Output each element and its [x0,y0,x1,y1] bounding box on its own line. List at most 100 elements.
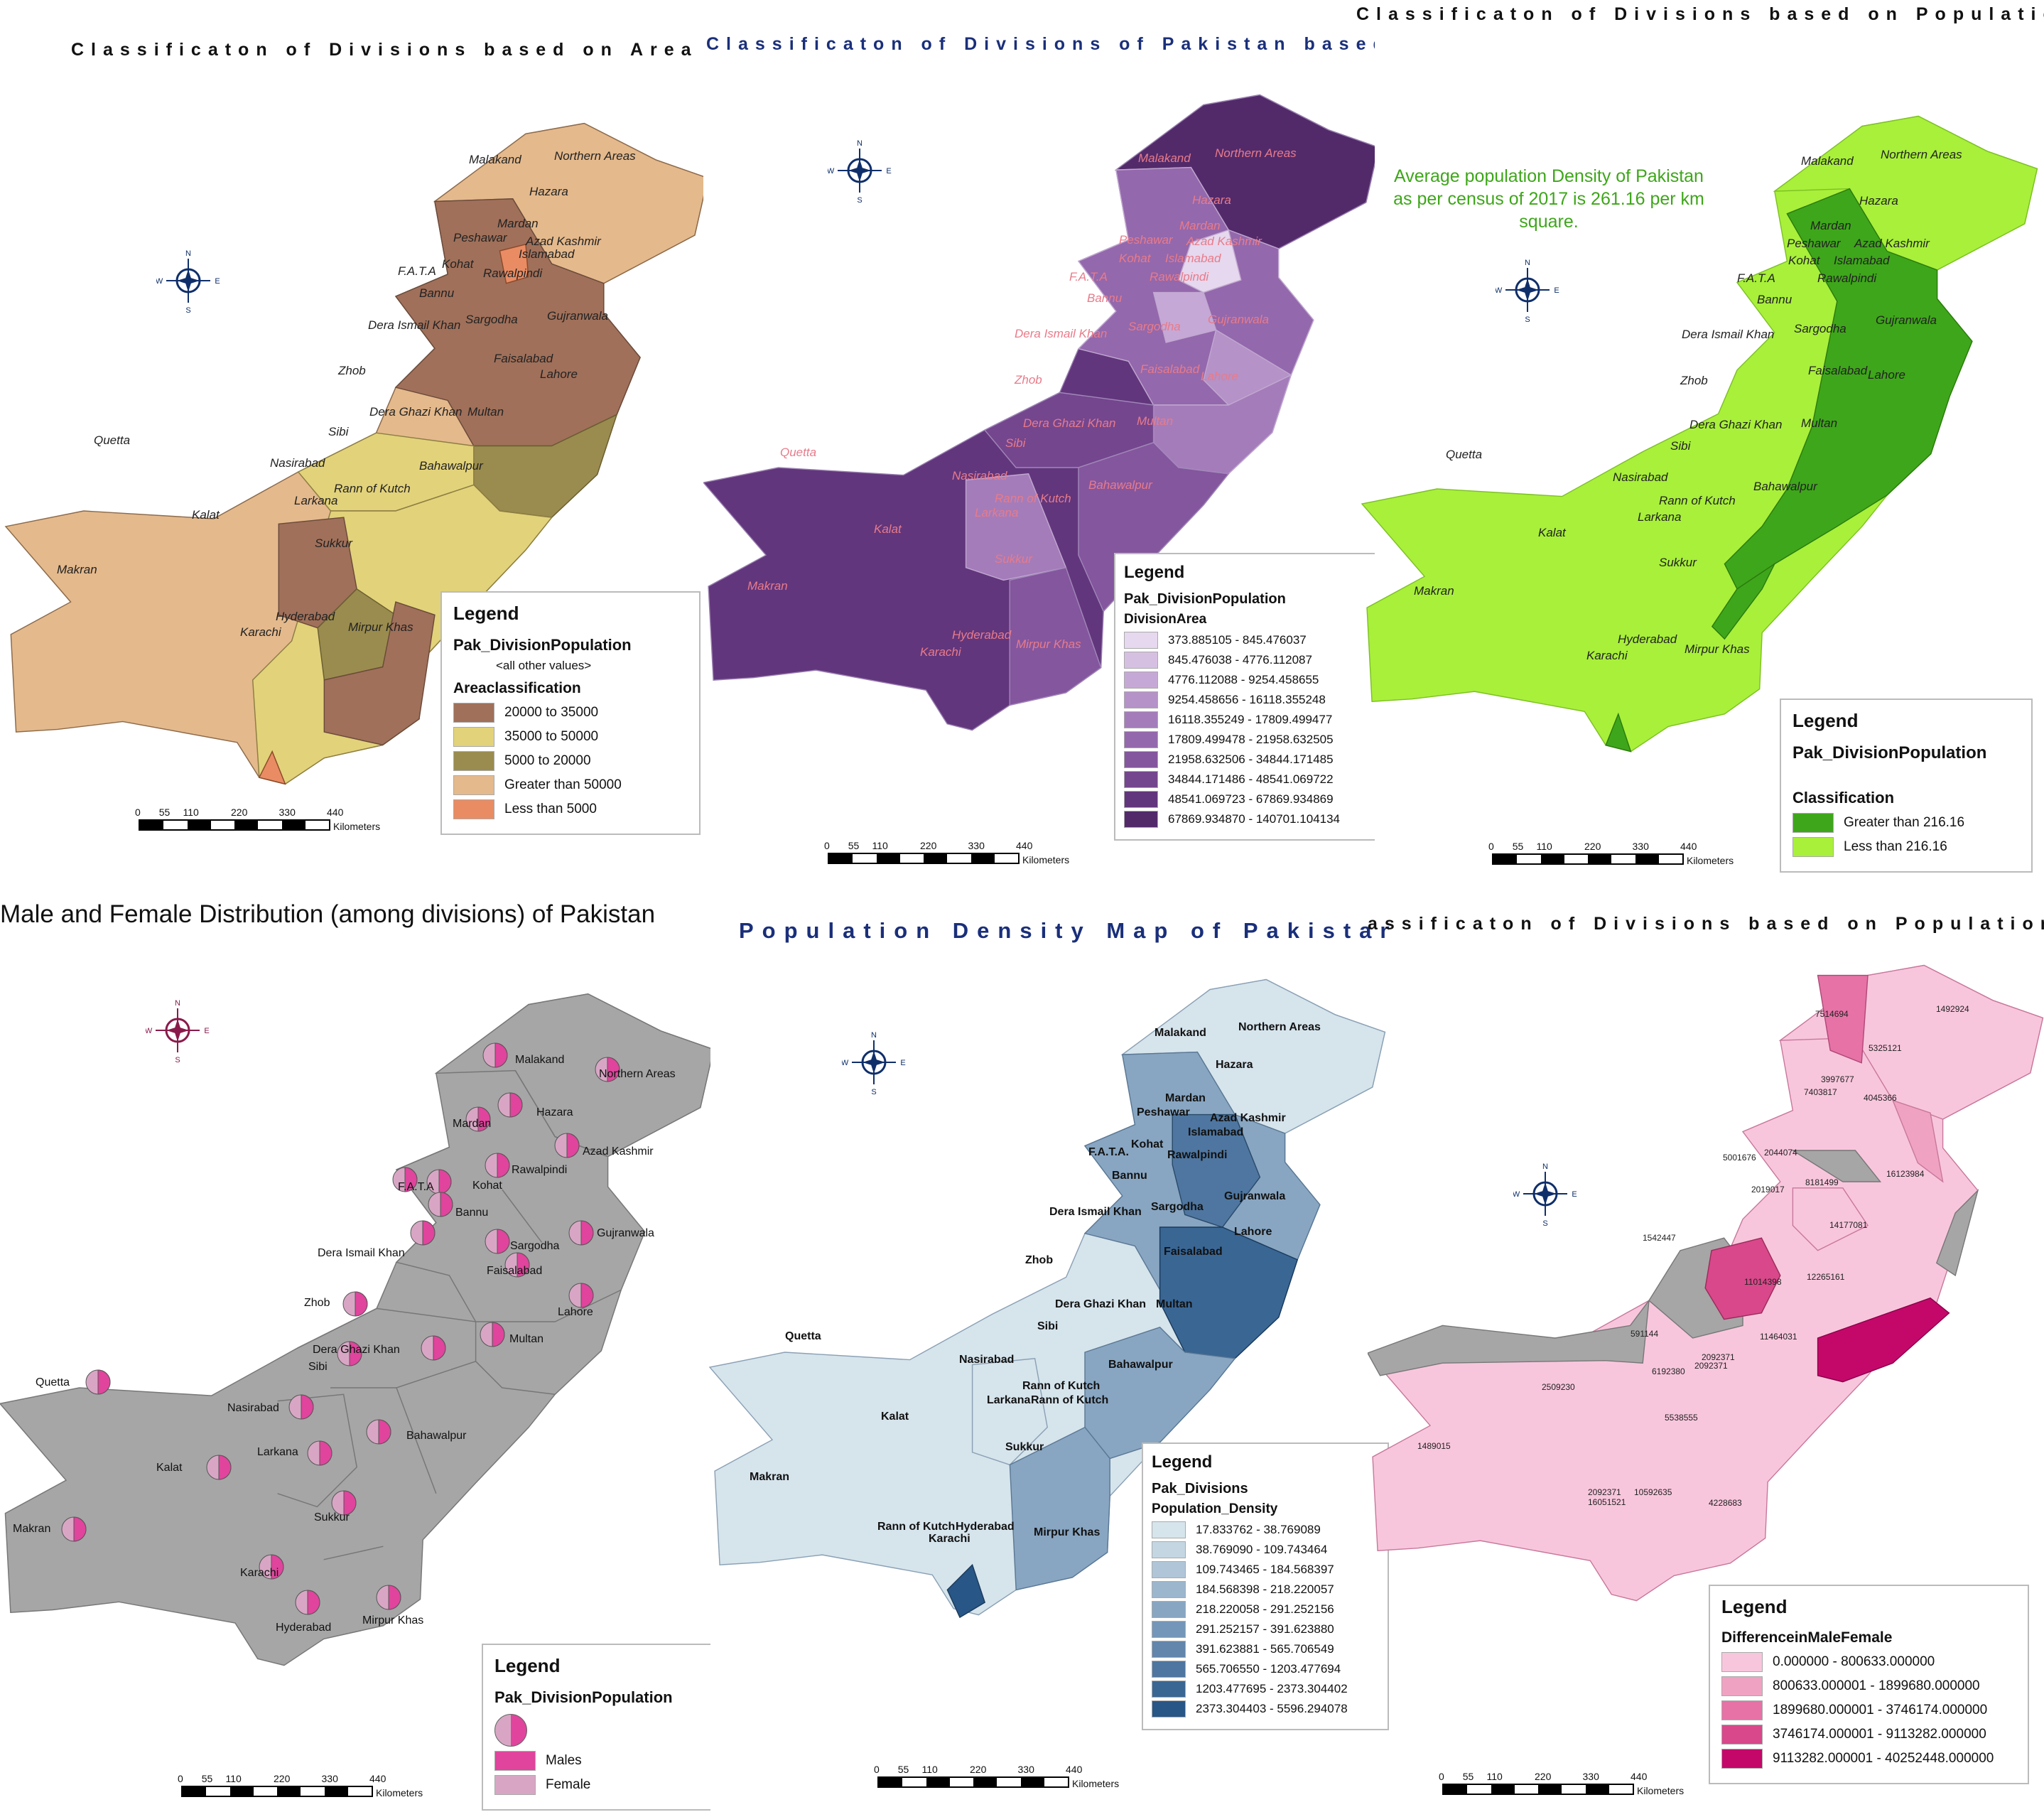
region-label: Larkana [975,506,1019,519]
compass-letter: N [857,139,863,148]
legend-item: 34844.171486 - 48541.069722 [1124,771,1369,788]
gender-pie [568,1283,594,1308]
region-label: Malakand [1801,154,1854,168]
region-label: Makran [13,1523,51,1535]
region-label: Rann of Kutch [877,1521,956,1533]
region-label: Northern Areas [1881,148,1962,161]
legend-field: DivisionArea [1124,612,1207,627]
legend-label: 845.476038 - 4776.112087 [1168,653,1312,667]
legend-title: Legend [1152,1452,1213,1472]
legend-swatch [453,799,494,819]
legend-item: 9113282.000001 - 40252448.000000 [1721,1749,2016,1769]
region-value-label: 6192380 [1652,1366,1685,1376]
scale-tick-label: 0 [135,807,141,818]
legend-item: 5000 to 20000 [453,751,688,771]
region-value-label: 16051521 [1588,1497,1626,1507]
gender-pie [376,1585,401,1610]
legend-title: Legend [453,603,519,624]
region-label: Rann of Kutch [334,482,411,495]
legend-item: 16118.355249 - 17809.499477 [1124,711,1369,728]
region-label: Zhob [304,1297,330,1309]
gender-pie [485,1229,510,1254]
region-label: Bahawalpur [1088,478,1152,492]
legend-swatch [1152,1541,1186,1558]
region-label: Bannu [455,1207,489,1219]
region-label: Multan [1137,414,1174,428]
legend-item: 20000 to 35000 [453,703,688,723]
scale-unit: Kilometers [1687,855,1734,866]
scale-tick-label: 110 [225,1773,242,1784]
gender-pie [331,1490,357,1516]
pakistan-map [5,122,703,785]
region-value-label: 591144 [1631,1329,1659,1339]
legend-layer: Pak_Divisions [1152,1481,1248,1496]
compass-letter: S [175,1056,180,1062]
legend-swatch [453,775,494,795]
region-label: Bannu [1112,1170,1147,1182]
pakistan-map [709,978,1386,1619]
region-label: Hyderabad [1618,632,1677,646]
region-label: Sargodha [465,313,518,326]
region-label: Azad Kashmir [1186,234,1262,248]
gender-pie [61,1516,87,1542]
pakistan-map [1368,964,2044,1602]
scale-unit: Kilometers [376,1787,423,1798]
legend-swatch [1124,811,1158,828]
region-label: Hazara [529,185,568,198]
gender-pie [428,1192,453,1217]
scale-bar-graphic: Kilometers [139,819,380,832]
legend-item: 800633.000001 - 1899680.000000 [1721,1676,2016,1696]
legend-label: 391.623881 - 565.706549 [1196,1642,1334,1656]
region-label: Sukkur [1659,556,1697,569]
region-label: Dera Ghazi Khan [1023,416,1116,430]
scale-tick-label: 220 [1584,841,1601,852]
compass-letter: W [828,167,835,176]
region-label: Sukkur [314,1511,350,1524]
legend-swatch [1792,813,1834,833]
region-label: Hazara [1192,193,1231,207]
legend-title: Legend [1721,1596,1788,1617]
legend-label: Less than 216.16 [1844,839,1947,854]
legend-label: 800633.000001 - 1899680.000000 [1773,1678,1980,1693]
legend-label: 109.743465 - 184.568397 [1196,1563,1334,1576]
legend-swatch [1124,632,1158,649]
legend-item: 38.769090 - 109.743464 [1152,1541,1379,1558]
pakistan-map [1361,115,2038,753]
region-label: Makran [57,563,97,576]
legend-label: 16118.355249 - 17809.499477 [1168,713,1333,726]
compass-letter: S [1525,316,1530,322]
region-label: Azad Kashmir [1854,237,1930,250]
region-label: Gujranwala [1224,1190,1286,1202]
region-label: Multan [1801,416,1838,430]
north-arrow-icon: N S E W [145,998,210,1064]
region-label: Sukkur [995,552,1032,566]
region-label: Northern Areas [1215,146,1297,160]
region-label: Lahore [558,1306,593,1318]
compass-letter: E [1554,286,1559,295]
region-label: Bannu [1757,293,1792,306]
legend-box: Legend DifferenceinMaleFemale 0.000000 -… [1709,1585,2029,1784]
legend-item: 565.706550 - 1203.477694 [1152,1661,1379,1678]
region-label: Kalat [874,522,902,536]
region-label: Larkana [1638,510,1682,524]
legend-label: 67869.934870 - 140701.104134 [1168,812,1341,826]
region-label: F.A.T.A. [1088,1146,1129,1158]
legend-label: Greater than 50000 [504,777,622,792]
legend-label: 218.220058 - 291.252156 [1196,1602,1334,1616]
region-value-label: 2044074 [1764,1148,1797,1158]
compass-letter: N [175,999,180,1008]
legend-box: Legend Pak_DivisionPopulation Males Femal… [482,1644,710,1811]
region-value-label: 7403817 [1804,1087,1837,1097]
legend-field: Areaclassification [453,680,581,696]
panel-title: Classificaton of Divisions based on Area [71,40,698,60]
region-label: Mardan [453,1118,492,1130]
scale-tick-label: 440 [1631,1771,1648,1782]
legend-item: 2373.304403 - 5596.294078 [1152,1700,1379,1717]
gender-pie-layer [61,1042,620,1615]
region-label: Gujranwala [547,309,608,323]
region-label: Multan [467,405,504,419]
region-label: Rawalpindi [483,266,543,280]
panel-title: assificaton of Divisions based on Popula… [1368,914,2044,934]
compass-letter: E [1572,1190,1577,1199]
scale-tick-label: 330 [1632,841,1649,852]
